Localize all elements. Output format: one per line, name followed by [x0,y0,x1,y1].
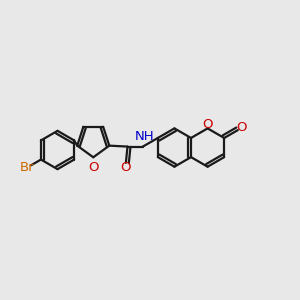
Text: NH: NH [135,130,154,142]
Text: O: O [236,121,247,134]
Text: O: O [88,161,98,174]
Text: O: O [202,118,213,131]
Text: Br: Br [20,161,34,174]
Text: O: O [120,160,131,174]
